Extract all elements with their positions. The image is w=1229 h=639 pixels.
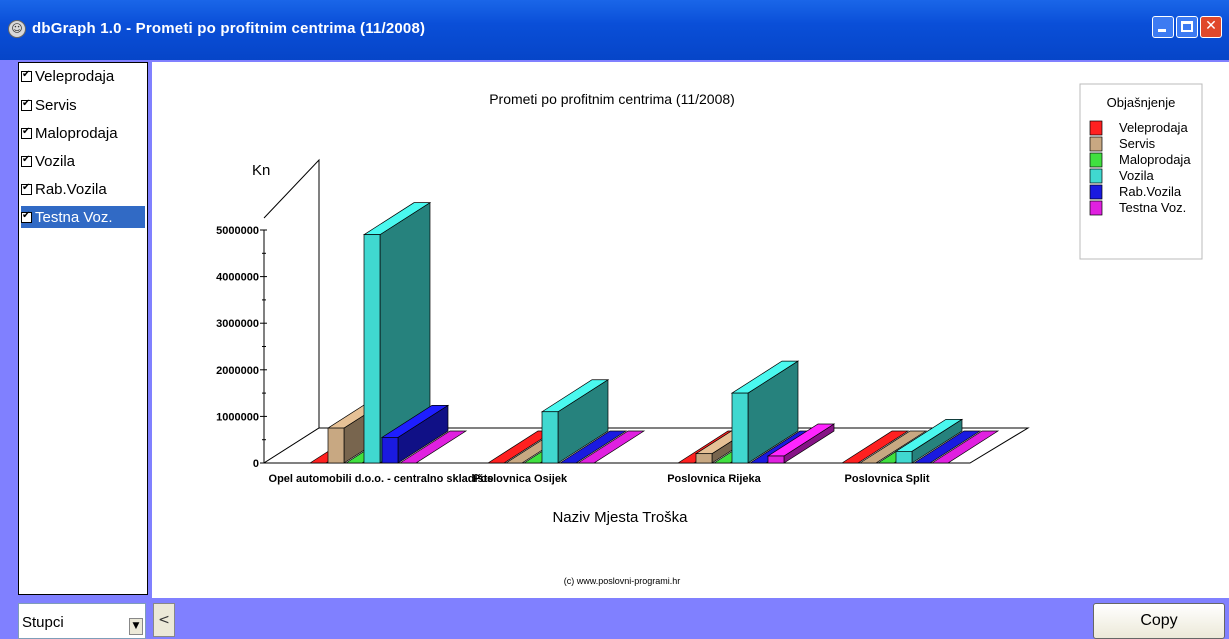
series-item-label: Rab.Vozila [35, 180, 107, 198]
title-bar: ☺ dbGraph 1.0 - Prometi po profitnim cen… [0, 0, 1229, 60]
bar-slab [398, 430, 468, 464]
legend-swatch [1089, 152, 1103, 168]
legend: Objašnjenje VeleprodajaServisMaloprodaja… [1079, 83, 1203, 260]
bar-chart: Prometi po profitnim centrima (11/2008) … [216, 83, 1203, 586]
bar [730, 360, 800, 464]
series-item-label: Servis [35, 96, 77, 114]
bar-slab [558, 430, 628, 464]
chart-title: Prometi po profitnim centrima (11/2008) [489, 91, 735, 107]
x-axis-label: Naziv Mjesta Troška [552, 509, 688, 526]
legend-label: Vozila [1119, 168, 1154, 183]
bar [380, 404, 450, 464]
series-item-rab-vozila[interactable]: Rab.Vozila [21, 178, 111, 200]
checkbox[interactable] [21, 182, 32, 195]
bar [930, 430, 1000, 464]
checkbox[interactable] [21, 69, 32, 82]
bar-slab [930, 430, 1000, 464]
minimize-icon [1158, 29, 1166, 32]
bars [308, 202, 1000, 464]
legend-label: Maloprodaja [1119, 152, 1191, 167]
series-item-label: Veleprodaja [35, 67, 115, 85]
legend-label: Rab.Vozila [1119, 184, 1182, 199]
bar [858, 430, 928, 464]
bar-front [731, 392, 749, 464]
y-tick-label: 5000000 [216, 225, 259, 237]
bar-front [327, 427, 345, 464]
bar [894, 418, 964, 464]
chart-type-value: Stupci [22, 614, 64, 631]
bar-slab [576, 430, 646, 464]
bar [840, 430, 910, 464]
chart-area: Prometi po profitnim centrima (11/2008) … [152, 62, 1229, 598]
legend-swatch [1089, 184, 1103, 200]
chart-type-select[interactable]: Stupci ▼ [18, 603, 146, 639]
bar-front [695, 453, 713, 464]
x-tick-label: Poslovnica Osijek [473, 473, 568, 485]
bar [558, 430, 628, 464]
legend-swatch [1089, 200, 1103, 216]
bar-front [895, 451, 913, 464]
series-item-vozila[interactable]: Vozila [21, 150, 79, 172]
x-tick-label: Opel automobili d.o.o. - centralno sklad… [269, 473, 494, 485]
checkbox[interactable] [21, 126, 32, 139]
maximize-button[interactable] [1176, 16, 1198, 38]
y-tick-label: 1000000 [216, 411, 259, 423]
series-item-maloprodaja[interactable]: Maloprodaja [21, 122, 122, 144]
x-tick-label: Poslovnica Split [845, 473, 930, 485]
bar [398, 430, 468, 464]
y-tick-label: 2000000 [216, 365, 259, 377]
checkbox[interactable] [21, 98, 32, 111]
legend-label: Testna Voz. [1119, 200, 1186, 215]
scroll-left-button[interactable]: < [153, 603, 175, 637]
bar [540, 379, 610, 464]
series-list: Veleprodaja Servis Maloprodaja Vozila Ra… [18, 62, 148, 595]
y-axis-label: Kn [252, 162, 270, 179]
series-item-label: Maloprodaja [35, 124, 118, 142]
legend-swatch [1089, 136, 1103, 152]
footer-credit: (c) www.poslovni-programi.hr [564, 576, 681, 586]
legend-label: Servis [1119, 136, 1156, 151]
copy-button[interactable]: Copy [1093, 603, 1225, 639]
y-tick-label: 3000000 [216, 318, 259, 330]
y-tick-label: 0 [253, 458, 259, 470]
series-item-servis[interactable]: Servis [21, 94, 81, 116]
bar [766, 423, 836, 464]
legend-swatch [1089, 120, 1103, 136]
legend-title: Objašnjenje [1107, 95, 1176, 110]
bar-front [541, 411, 559, 464]
series-item-label: Vozila [35, 152, 76, 170]
series-item-testna-voz[interactable]: Testna Voz. [21, 206, 145, 228]
bar [362, 202, 432, 464]
x-tick-label: Poslovnica Rijeka [667, 473, 761, 485]
bar [576, 430, 646, 464]
bar-front [381, 437, 399, 464]
series-item-veleprodaja[interactable]: Veleprodaja [21, 65, 118, 87]
maximize-icon [1181, 21, 1193, 32]
app-icon[interactable]: ☺ [8, 20, 26, 38]
bar [912, 430, 982, 464]
window-title: dbGraph 1.0 - Prometi po profitnim centr… [32, 20, 426, 37]
close-button[interactable]: ✕ [1200, 16, 1222, 38]
y-tick-label: 4000000 [216, 272, 259, 284]
series-item-label: Testna Voz. [35, 208, 113, 226]
checkbox[interactable] [21, 154, 32, 167]
bar-slab [840, 430, 910, 464]
bar-front [363, 234, 381, 464]
chevron-down-icon[interactable]: ▼ [129, 618, 143, 635]
close-icon: ✕ [1205, 18, 1217, 34]
minimize-button[interactable] [1152, 16, 1174, 38]
bar-front [767, 455, 785, 464]
legend-swatch [1089, 168, 1103, 184]
legend-label: Veleprodaja [1119, 120, 1188, 135]
bar-slab [912, 430, 982, 464]
back-wall [263, 158, 320, 464]
x-axis-ticks: Opel automobili d.o.o. - centralno sklad… [269, 473, 930, 485]
checkbox[interactable] [21, 210, 32, 223]
bar-slab [858, 430, 928, 464]
